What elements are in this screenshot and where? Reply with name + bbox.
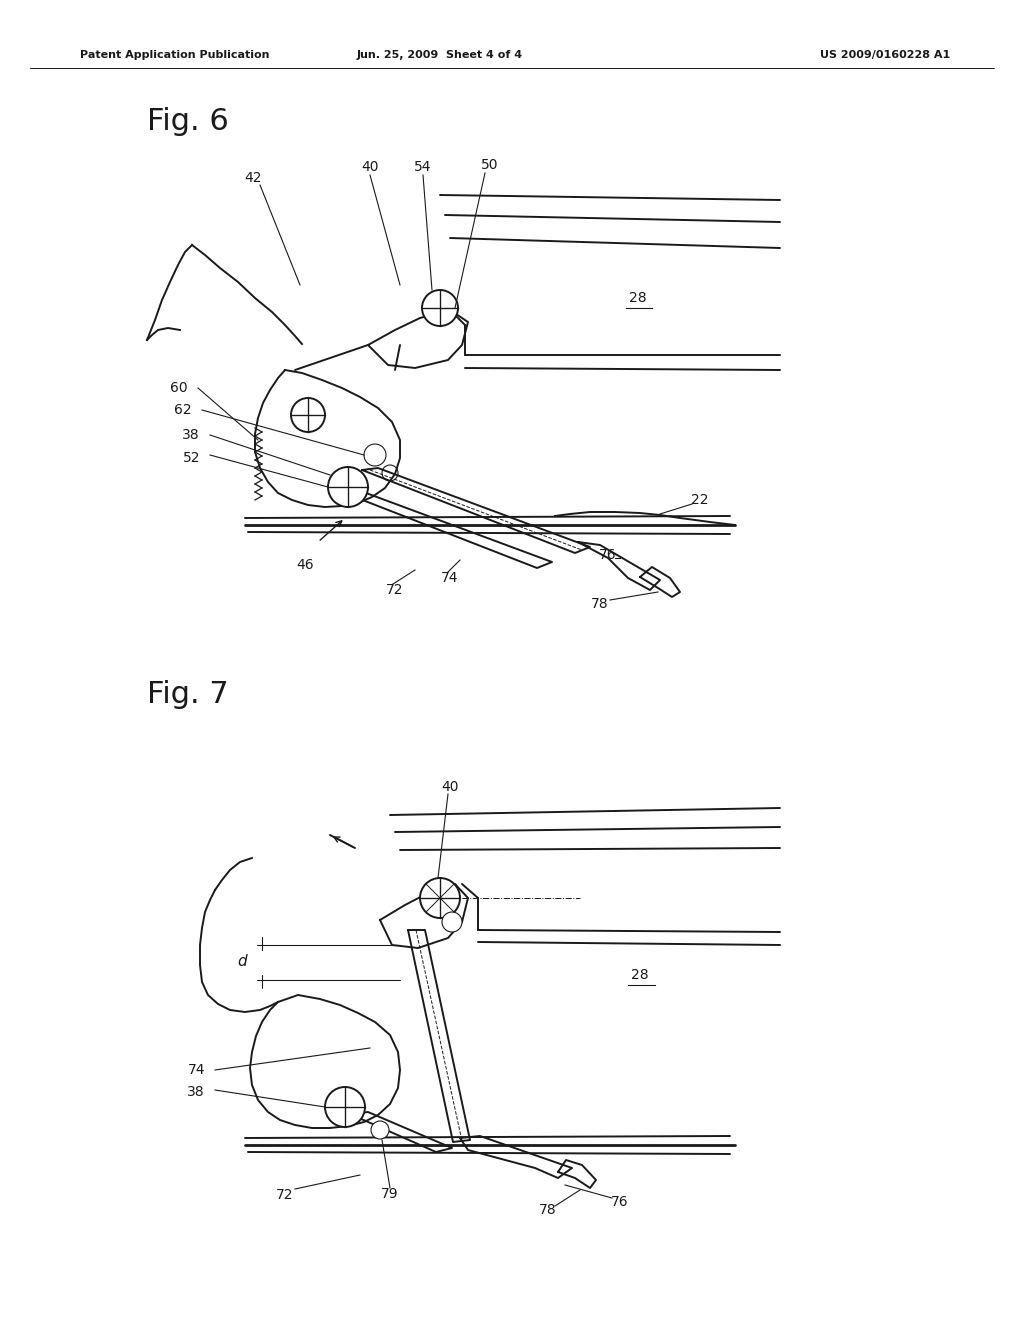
Text: 79: 79 (381, 1187, 398, 1201)
Text: 40: 40 (441, 780, 459, 795)
Text: 42: 42 (245, 172, 262, 185)
Text: 72: 72 (276, 1188, 294, 1203)
Text: Fig. 7: Fig. 7 (147, 680, 228, 709)
Text: 72: 72 (386, 583, 403, 597)
Text: 28: 28 (631, 968, 649, 982)
Circle shape (325, 1086, 365, 1127)
Text: 52: 52 (182, 451, 200, 465)
Text: 38: 38 (182, 428, 200, 442)
Text: 50: 50 (481, 158, 499, 172)
Text: 38: 38 (187, 1085, 205, 1100)
Text: 62: 62 (174, 403, 193, 417)
Text: US 2009/0160228 A1: US 2009/0160228 A1 (820, 50, 950, 59)
Text: Jun. 25, 2009  Sheet 4 of 4: Jun. 25, 2009 Sheet 4 of 4 (357, 50, 523, 59)
Text: 40: 40 (361, 160, 379, 174)
Text: 22: 22 (691, 492, 709, 507)
Text: 78: 78 (591, 597, 609, 611)
Text: 74: 74 (187, 1063, 205, 1077)
Circle shape (371, 1121, 389, 1139)
Circle shape (422, 290, 458, 326)
Text: 46: 46 (296, 558, 313, 572)
Circle shape (328, 467, 368, 507)
Circle shape (291, 399, 325, 432)
Text: 54: 54 (415, 160, 432, 174)
Circle shape (442, 912, 462, 932)
Text: Patent Application Publication: Patent Application Publication (80, 50, 269, 59)
Text: 76: 76 (611, 1195, 629, 1209)
Text: 74: 74 (441, 572, 459, 585)
Text: 60: 60 (170, 381, 188, 395)
Text: d: d (238, 954, 247, 969)
Text: 78: 78 (540, 1203, 557, 1217)
Circle shape (420, 878, 460, 917)
Circle shape (364, 444, 386, 466)
Text: Fig. 6: Fig. 6 (147, 107, 228, 136)
Text: 28: 28 (629, 290, 647, 305)
Text: 76: 76 (599, 548, 616, 562)
